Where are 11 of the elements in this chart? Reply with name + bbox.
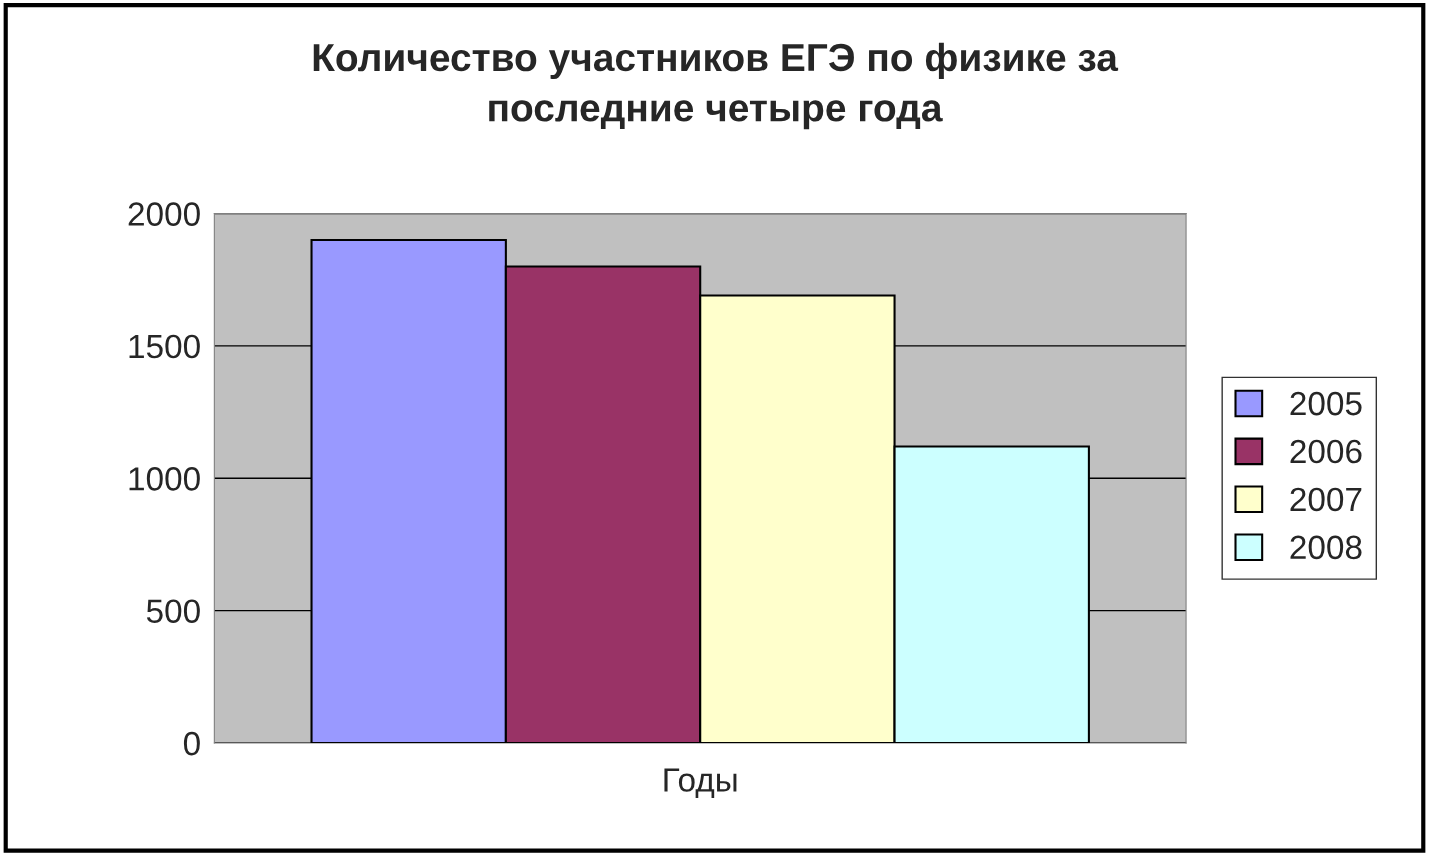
- x-axis-title: Годы: [664, 768, 737, 799]
- y-tick-label: 1500: [129, 334, 200, 359]
- y-tick-label: 500: [146, 599, 200, 624]
- y-tick-label: 0: [183, 731, 200, 756]
- legend-label: 2005: [1290, 391, 1362, 416]
- legend-label: 2007: [1290, 487, 1362, 512]
- legend-label: 2006: [1290, 439, 1362, 464]
- y-tick-label: 1000: [129, 467, 200, 491]
- y-tick-label: 2000: [128, 202, 200, 226]
- legend-label: 2008: [1290, 535, 1362, 560]
- chart-title: Количество участников ЕГЭ по физике за последние четыре года: [313, 42, 1119, 130]
